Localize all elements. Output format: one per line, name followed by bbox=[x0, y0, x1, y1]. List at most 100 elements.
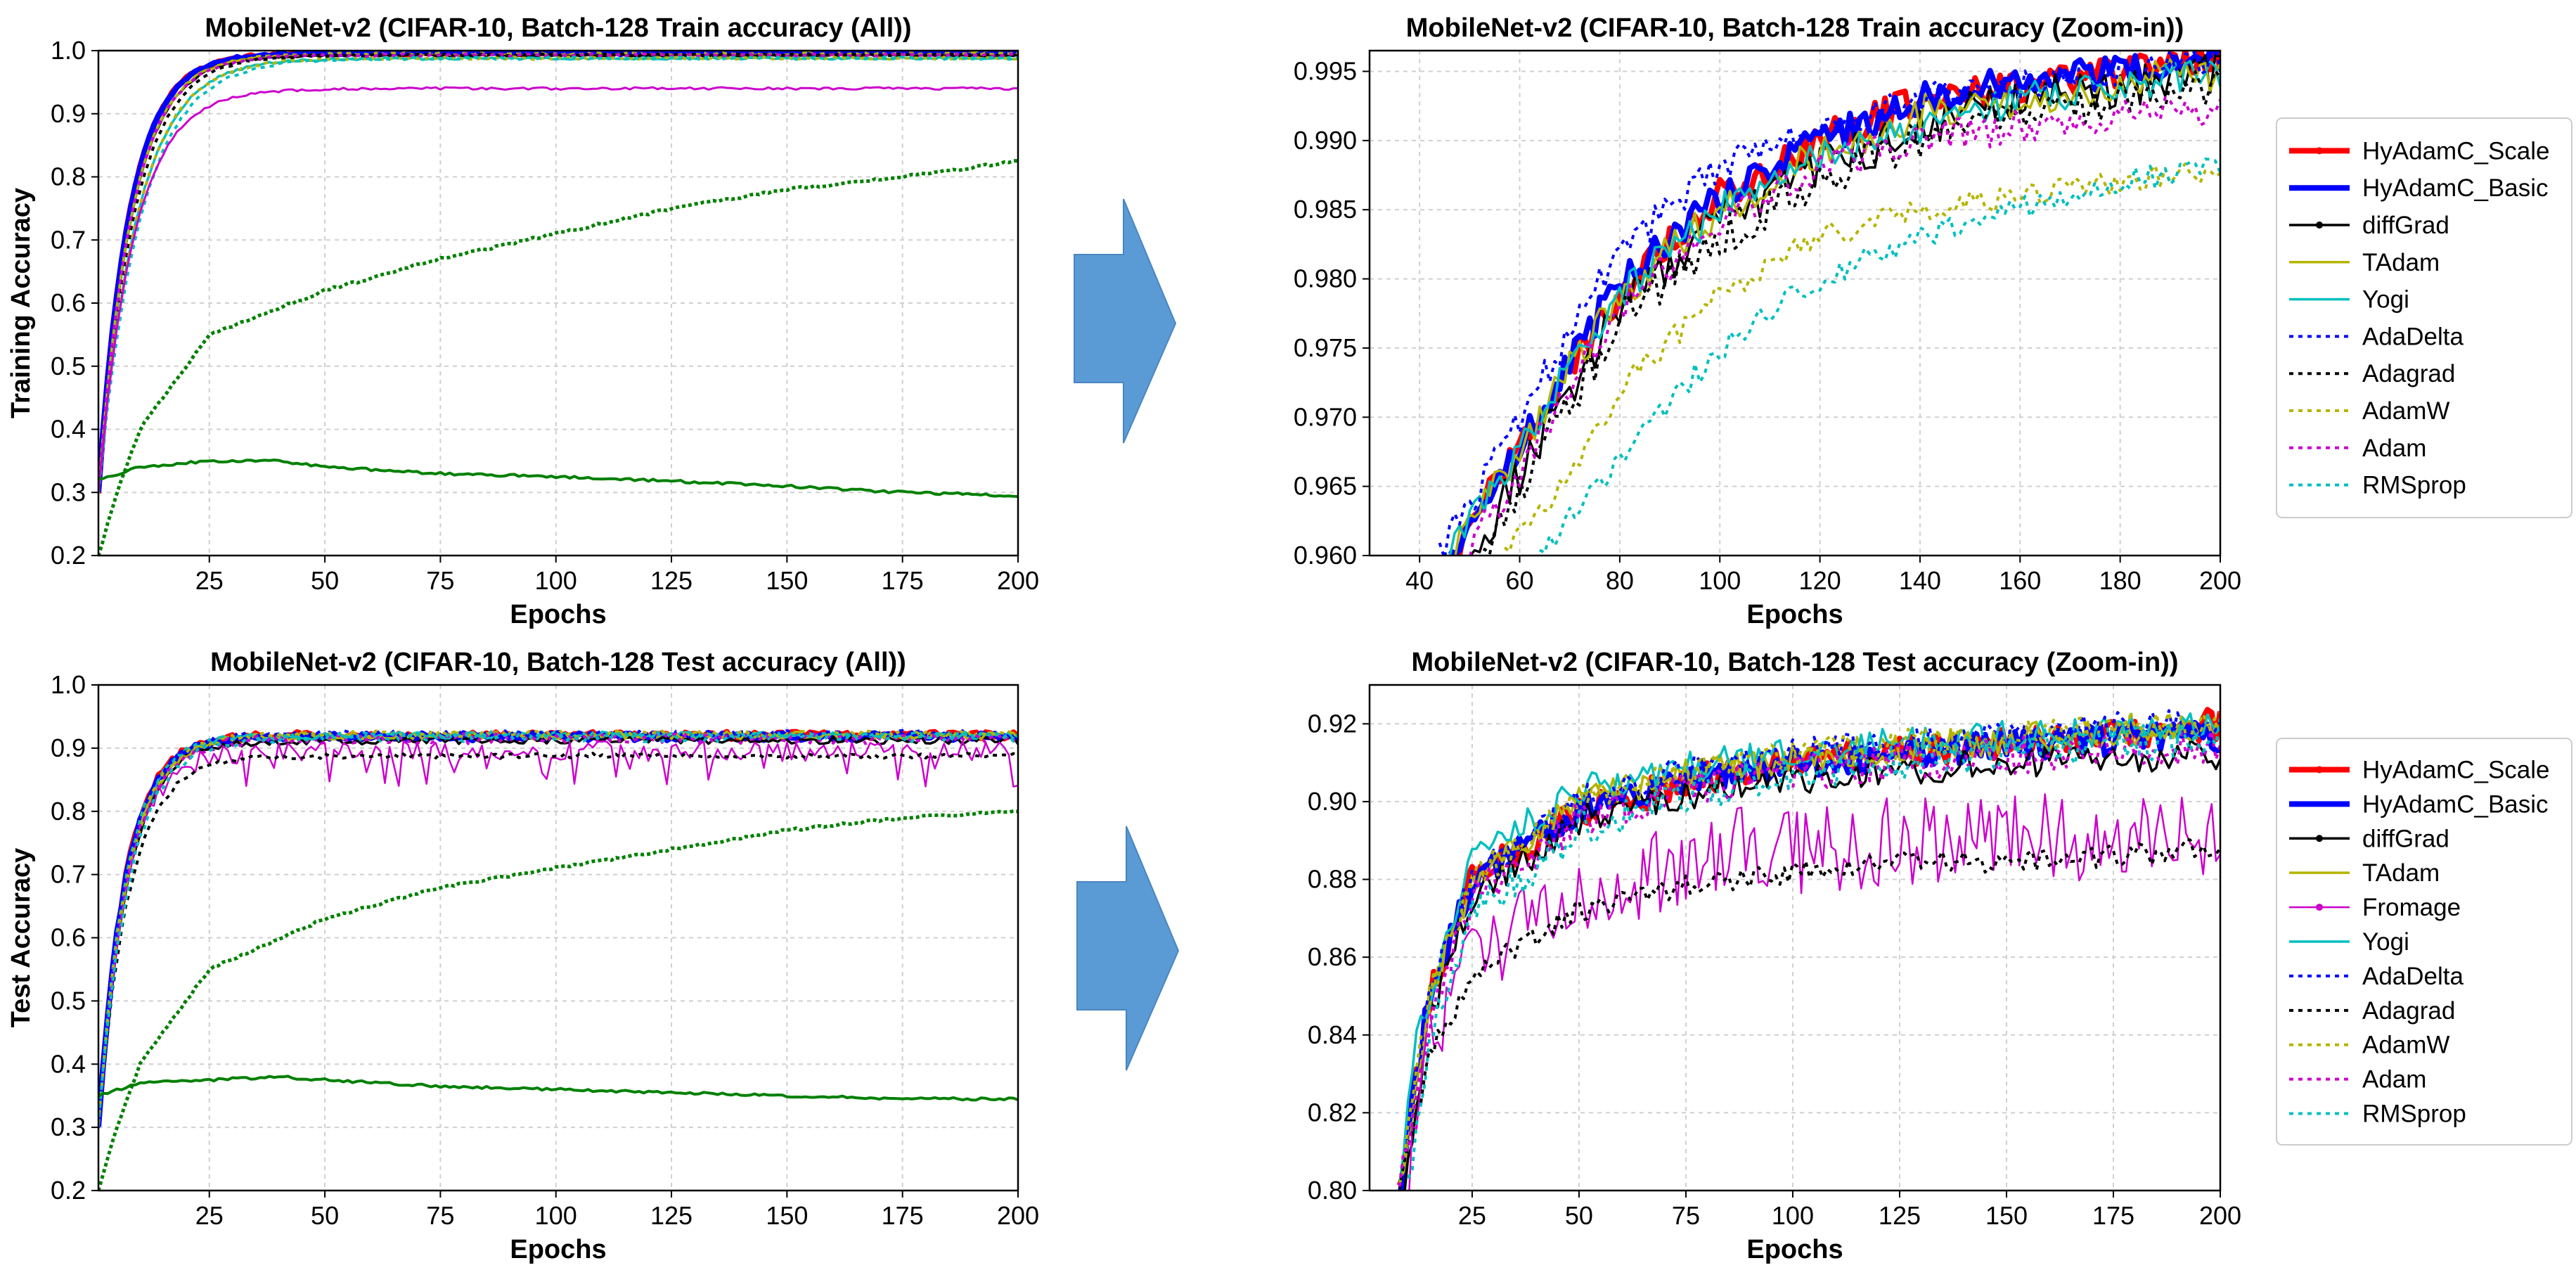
x-tick-label: 125 bbox=[650, 1201, 693, 1230]
series-line-hyadamc-basic bbox=[1448, 51, 2220, 556]
x-axis-label: Epochs bbox=[1746, 1235, 1843, 1264]
legend-marker bbox=[2316, 904, 2323, 911]
series-line-adagrad bbox=[98, 52, 1018, 494]
x-tick-label: 100 bbox=[1699, 566, 1741, 595]
y-axis-label: Training Accuracy bbox=[6, 188, 36, 418]
legend-label: Yogi bbox=[2362, 928, 2409, 956]
series-line-tadam bbox=[1454, 58, 2220, 556]
legend-label: diffGrad bbox=[2362, 825, 2449, 852]
y-tick-label: 0.975 bbox=[1294, 333, 1357, 362]
y-tick-label: 0.2 bbox=[51, 1176, 86, 1205]
series-line-adadelta bbox=[1438, 51, 2220, 556]
legend-label: Fromage bbox=[2362, 894, 2461, 921]
legend-item-rmsprop: RMSprop bbox=[2289, 472, 2466, 499]
legend-box bbox=[2276, 738, 2572, 1146]
series-line-hyadamc-basic bbox=[98, 51, 1018, 492]
x-tick-label: 60 bbox=[1506, 566, 1534, 595]
legend-item-hyadamc-scale: HyAdamC_Scale bbox=[2289, 756, 2550, 783]
legend-label: RMSprop bbox=[2362, 1101, 2466, 1128]
y-tick-label: 0.3 bbox=[51, 477, 86, 506]
series-line-adadelta bbox=[98, 51, 1018, 494]
y-tick-label: 1.0 bbox=[51, 670, 86, 699]
chart-train-all: 25 50 75 100 125 150 175 200 0.2 0.3 0.4 0.5 0.6 0.7 0… bbox=[6, 13, 1039, 629]
x-tick-label: 150 bbox=[766, 1201, 808, 1230]
chart-title: MobileNet-v2 (CIFAR-10, Batch-128 Test a… bbox=[1412, 648, 2179, 677]
y-tick-label: 0.995 bbox=[1294, 57, 1357, 86]
x-axis-label: Epochs bbox=[510, 1235, 606, 1264]
y-tick-label: 0.82 bbox=[1308, 1098, 1357, 1127]
y-tick-label: 0.9 bbox=[51, 99, 86, 128]
legend-label: Adam bbox=[2362, 435, 2426, 462]
y-tick-label: 0.3 bbox=[51, 1112, 86, 1141]
series-line-hyadamc-basic bbox=[1398, 719, 2220, 1191]
chart-train-zoom: 40 60 80 100 120 140 160 180 200 0.960 0.965 0.970 0… bbox=[1294, 13, 2241, 629]
legend-marker bbox=[2316, 147, 2323, 155]
series-line-rmsprop bbox=[98, 730, 1018, 1127]
y-tick-label: 0.7 bbox=[51, 860, 86, 889]
series-line-adamw bbox=[1398, 710, 2220, 1185]
series-line-green-rising bbox=[98, 809, 1018, 1191]
legend-box bbox=[2276, 117, 2572, 518]
legend-item-adadelta: AdaDelta bbox=[2289, 963, 2464, 990]
legend-item-yogi: Yogi bbox=[2289, 286, 2409, 314]
legend-label: HyAdamC_Basic bbox=[2362, 790, 2549, 818]
series-line-green-flat bbox=[98, 1075, 1018, 1102]
series-line-diffgrad bbox=[98, 52, 1018, 492]
series-line-hyadamc-scale bbox=[98, 729, 1018, 1127]
series-line-rmsprop bbox=[1539, 158, 2220, 554]
x-tick-label: 40 bbox=[1405, 566, 1434, 595]
series-line-magenta-solid bbox=[98, 86, 1018, 492]
x-tick-label: 200 bbox=[2199, 566, 2241, 595]
series-line-yogi bbox=[98, 730, 1018, 1129]
legend-label: diffGrad bbox=[2362, 212, 2449, 239]
series-group bbox=[98, 51, 1018, 556]
legend-item-fromage: Fromage bbox=[2289, 894, 2461, 921]
legend-train-zoom: HyAdamC_Scale HyAdamC_Basic diffGrad TAdam Y… bbox=[2276, 117, 2572, 518]
legend-label: Adam bbox=[2362, 1066, 2426, 1093]
y-tick-label: 0.88 bbox=[1308, 865, 1357, 894]
series-line-diffgrad bbox=[98, 735, 1018, 1128]
x-tick-label: 200 bbox=[2199, 1201, 2241, 1230]
y-tick-label: 0.980 bbox=[1294, 264, 1357, 293]
y-tick-label: 0.4 bbox=[51, 415, 86, 444]
x-tick-label: 75 bbox=[426, 566, 454, 595]
x-tick-label: 160 bbox=[1999, 566, 2041, 595]
x-tick-label: 50 bbox=[1565, 1201, 1593, 1230]
x-tick-label: 100 bbox=[535, 566, 577, 595]
x-tick-label: 25 bbox=[195, 1201, 224, 1230]
chart-title: MobileNet-v2 (CIFAR-10, Batch-128 Train … bbox=[205, 13, 911, 43]
x-tick-label: 75 bbox=[1672, 1201, 1700, 1230]
series-line-tadam bbox=[98, 730, 1018, 1124]
series-group bbox=[1396, 707, 2220, 1191]
x-tick-label: 25 bbox=[1458, 1201, 1486, 1230]
legend-label: AdaDelta bbox=[2362, 963, 2464, 990]
series-line-hyadamc-scale bbox=[1396, 707, 2220, 1187]
series-line-tadam bbox=[98, 51, 1018, 492]
x-tick-label: 125 bbox=[650, 566, 693, 595]
y-tick-label: 0.5 bbox=[51, 352, 86, 380]
y-tick-label: 0.80 bbox=[1308, 1176, 1357, 1205]
y-tick-label: 0.8 bbox=[51, 797, 86, 826]
x-tick-label: 175 bbox=[882, 1201, 924, 1230]
legend-item-diffgrad: diffGrad bbox=[2289, 825, 2449, 852]
y-tick-label: 0.4 bbox=[51, 1049, 86, 1078]
series-line-adamw bbox=[98, 729, 1018, 1124]
y-tick-label: 0.6 bbox=[51, 288, 86, 317]
y-tick-label: 0.7 bbox=[51, 225, 86, 254]
legend-label: AdamW bbox=[2362, 1032, 2449, 1059]
y-tick-label: 0.6 bbox=[51, 923, 86, 952]
x-tick-label: 75 bbox=[426, 1201, 454, 1230]
series-line-hyadamc-scale bbox=[98, 51, 1018, 494]
series-line-adamw bbox=[1504, 162, 2220, 553]
series-line-adam bbox=[1469, 96, 2220, 556]
y-tick-label: 0.5 bbox=[51, 986, 86, 1015]
series-group bbox=[98, 729, 1018, 1191]
chart-title: MobileNet-v2 (CIFAR-10, Batch-128 Test a… bbox=[210, 648, 906, 677]
legend-label: RMSprop bbox=[2362, 472, 2466, 499]
legend-label: HyAdamC_Scale bbox=[2362, 756, 2550, 783]
legend-marker bbox=[2316, 222, 2323, 229]
x-tick-label: 100 bbox=[535, 1201, 577, 1230]
series-line-green-flat bbox=[98, 458, 1018, 499]
series-line-adam bbox=[98, 52, 1018, 493]
legend-item-adagrad: Adagrad bbox=[2289, 360, 2455, 387]
